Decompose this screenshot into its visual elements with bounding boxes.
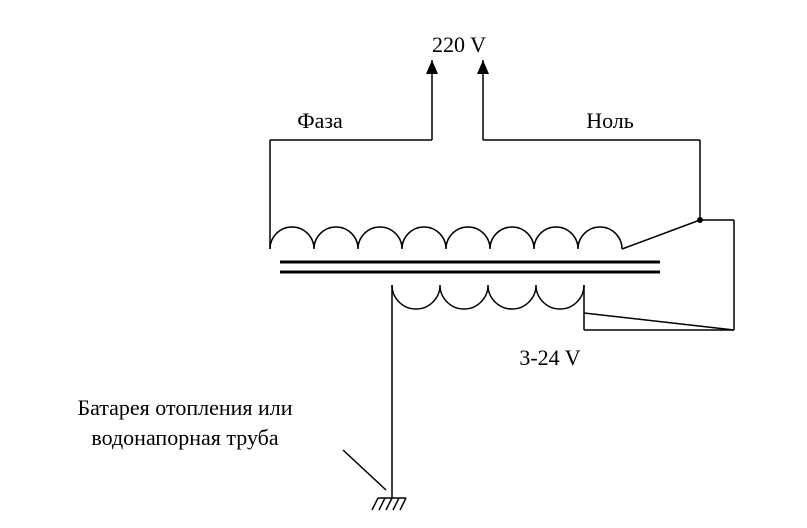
voltage_bottom-label: 3-24 V (519, 345, 580, 370)
neutral-label: Ноль (586, 108, 634, 133)
phase-label: Фаза (297, 108, 343, 133)
circuit-diagram: 220 V Фаза Ноль 3-24 V Батарея отопления или… (0, 0, 807, 528)
ground_label_line2-label: водонапорная труба (91, 425, 278, 450)
ground_label_line1-label: Батарея отопления или (77, 395, 292, 420)
voltage_top-label: 220 V (432, 32, 486, 57)
